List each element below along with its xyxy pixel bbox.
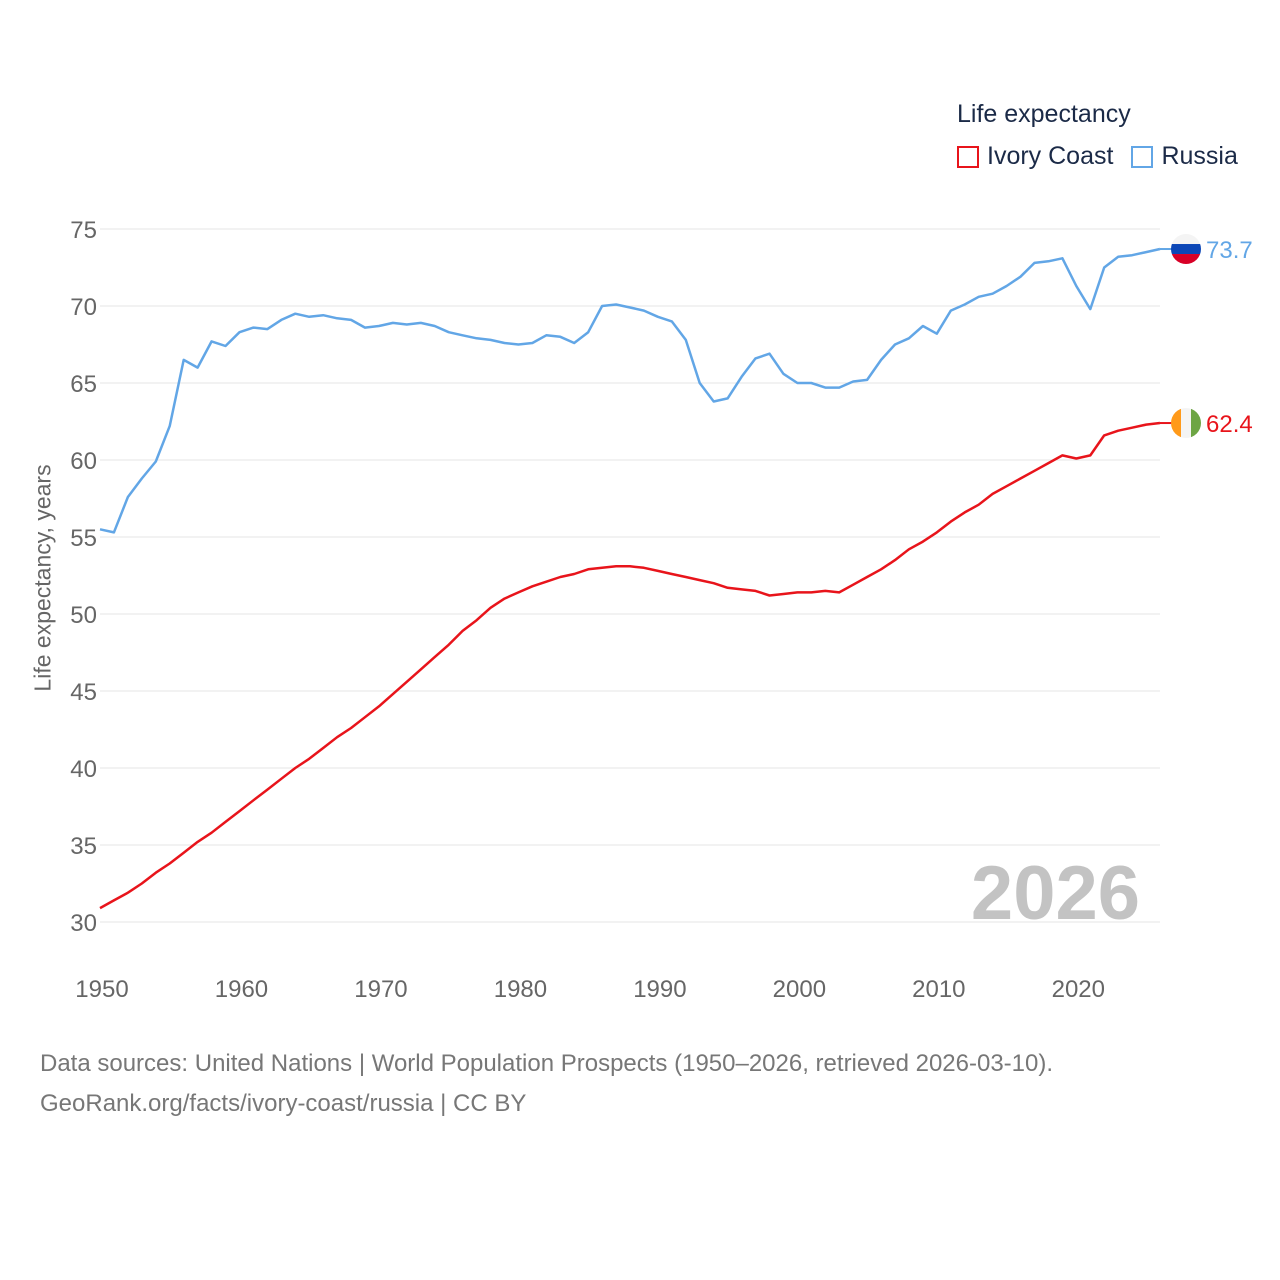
y-tick-label-40: 40	[70, 756, 97, 783]
end-value-label-russia: 73.7	[1206, 237, 1253, 264]
y-tick-label-65: 65	[70, 371, 97, 398]
legend-title: Life expectancy	[957, 100, 1131, 128]
source-line-2[interactable]: GeoRank.org/facts/ivory-coast/russia | C…	[40, 1090, 527, 1117]
end-value-label-ivory-coast: 62.4	[1206, 411, 1253, 438]
x-tick-label-2000: 2000	[773, 976, 826, 1003]
legend: Ivory Coast Russia	[957, 142, 1256, 171]
series-lines	[99, 247, 1161, 910]
legend-item-russia[interactable]: Russia	[1131, 142, 1238, 171]
legend-swatch-ivory-coast	[957, 145, 979, 168]
x-tick-label-1950: 1950	[75, 976, 128, 1003]
legend-item-ivory-coast[interactable]: Ivory Coast	[957, 142, 1113, 171]
end-markers: 62.4 73.7	[1160, 234, 1253, 439]
x-tick-label-1960: 1960	[215, 976, 268, 1003]
flag-ivory-coast-icon	[1171, 408, 1201, 439]
y-tick-label-55: 55	[70, 525, 97, 552]
flag-russia-icon	[1171, 234, 1201, 265]
source-line-1: Data sources: United Nations | World Pop…	[40, 1050, 1054, 1077]
legend-label-russia: Russia	[1161, 142, 1238, 170]
gridlines	[100, 228, 1160, 923]
x-tick-label-1980: 1980	[494, 976, 547, 1003]
series-line-russia	[99, 247, 1161, 534]
y-tick-label-45: 45	[70, 679, 97, 706]
y-tick-label-35: 35	[70, 833, 97, 860]
y-axis-label: Life expectancy, years	[29, 464, 56, 692]
x-tick-label-1970: 1970	[354, 976, 407, 1003]
x-tick-label-2020: 2020	[1052, 976, 1105, 1003]
year-overlay: 2026	[970, 851, 1140, 936]
y-tick-label-50: 50	[70, 602, 97, 629]
x-axis-ticks: 1950 1960 1970 1980 1990 2000 2010 2020	[75, 976, 1105, 1003]
series-line-ivory-coast	[99, 421, 1161, 910]
legend-label-ivory-coast: Ivory Coast	[987, 142, 1114, 170]
y-tick-label-70: 70	[70, 294, 97, 321]
x-tick-label-2010: 2010	[912, 976, 965, 1003]
y-tick-label-60: 60	[70, 448, 97, 475]
x-tick-label-1990: 1990	[633, 976, 686, 1003]
y-axis-ticks: 30 35 40 45 50 55 60 65 70 75	[70, 217, 97, 937]
legend-swatch-russia	[1131, 145, 1154, 168]
source-note: Data sources: United Nations | World Pop…	[40, 1044, 1053, 1124]
y-tick-label-75: 75	[70, 217, 97, 244]
y-tick-label-30: 30	[70, 910, 97, 937]
